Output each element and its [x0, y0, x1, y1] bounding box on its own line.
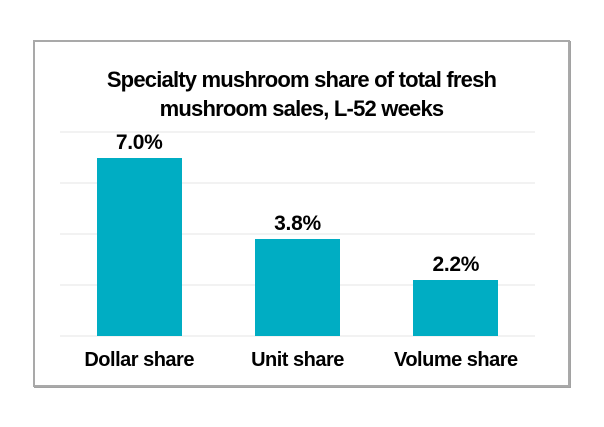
bar-value-label-volume-share: 2.2% — [432, 253, 480, 276]
bar-dollar-share — [96, 158, 182, 336]
chart-title-line-2: mushroom sales, L-52 weeks — [159, 95, 444, 121]
x-label-unit-share: Unit share — [251, 349, 344, 371]
bar-value-label-dollar-share: 7.0% — [115, 131, 163, 154]
x-label-dollar-share: Dollar share — [84, 349, 194, 371]
chart-title: Specialty mushroom share of total fresh … — [35, 66, 568, 123]
bar-group-volume-share: 2.2% — [377, 132, 535, 336]
chart-frame: Specialty mushroom share of total fresh … — [33, 40, 570, 387]
bar-volume-share — [413, 280, 499, 336]
gridline-4pct — [60, 233, 535, 235]
x-axis-labels: Dollar share Unit share Volume share — [60, 350, 535, 370]
bars-row: 7.0% 3.8% 2.2% — [60, 132, 535, 336]
bar-group-unit-share: 3.8% — [218, 132, 376, 336]
gridline-8pct — [60, 131, 535, 133]
gridline-baseline — [60, 335, 535, 337]
plot-area: 7.0% 3.8% 2.2% — [60, 131, 535, 337]
bar-unit-share — [254, 239, 340, 336]
chart-title-line-1: Specialty mushroom share of total fresh — [106, 67, 497, 92]
x-label-volume-share: Volume share — [393, 349, 518, 371]
bar-group-dollar-share: 7.0% — [60, 132, 218, 336]
gridline-6pct — [60, 182, 535, 184]
bar-value-label-unit-share: 3.8% — [274, 212, 321, 235]
